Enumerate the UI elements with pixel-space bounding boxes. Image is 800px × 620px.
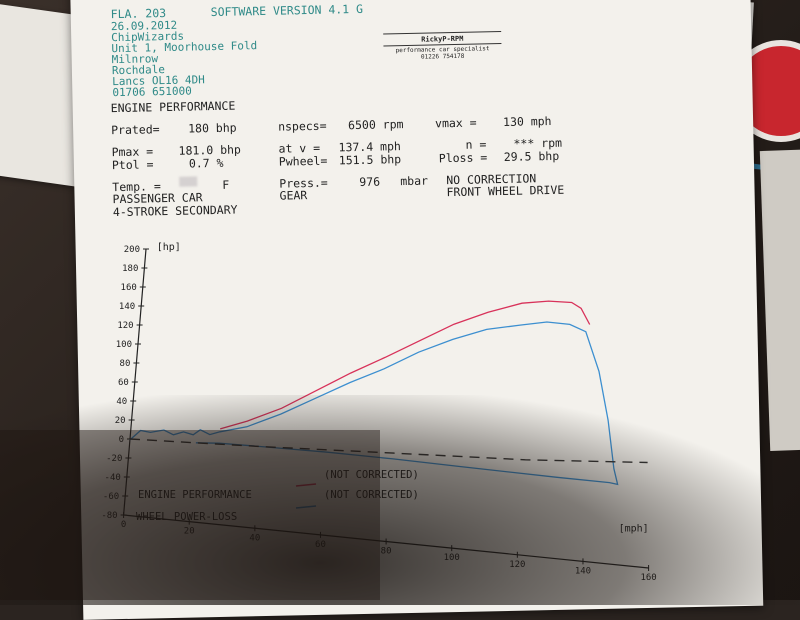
y-tick-label: 180 (122, 264, 138, 274)
x-tick-label: 40 (249, 533, 260, 543)
x-tick-label: 140 (575, 566, 591, 576)
y-tick-label: 40 (116, 397, 127, 407)
legend-wheel-swatch (295, 505, 317, 509)
legend-wheel-label: WHEEL POWER-LOSS (136, 511, 237, 523)
y-tick-label: 160 (121, 283, 137, 293)
y-tick-label: -60 (103, 492, 119, 502)
x-axis-label: [mph] (619, 523, 649, 534)
x-tick-label: 20 (184, 527, 195, 537)
y-tick-label: 60 (118, 378, 129, 388)
x-tick-label: 160 (640, 573, 656, 583)
x-tick-label: 60 (315, 540, 326, 550)
y-axis-label: [hp] (157, 242, 181, 253)
x-tick-label: 120 (509, 560, 525, 570)
legend-wheel-note: (NOT CORRECTED) (324, 489, 419, 501)
x-tick-label: 0 (121, 520, 126, 530)
legend-engine-label: ENGINE PERFORMANCE (138, 489, 252, 501)
y-tick-label: 0 (119, 435, 124, 445)
series-line-0 (220, 300, 591, 430)
legend-engine-swatch (295, 483, 317, 487)
y-tick-label: -20 (106, 454, 122, 464)
y-tick-label: 120 (117, 321, 133, 331)
chart-series (129, 300, 648, 486)
legend-engine-note: (NOT CORRECTED) (324, 469, 419, 481)
y-tick-label: 140 (119, 302, 135, 312)
y-tick-label: 100 (116, 340, 132, 350)
y-tick-label: -40 (105, 473, 121, 483)
y-tick-label: 20 (115, 416, 126, 426)
y-tick-label: 200 (124, 245, 140, 255)
dyno-chart: 200180160140120100806040200-20-40-60-80 … (101, 242, 656, 583)
x-tick-label: 100 (444, 553, 460, 563)
y-tick-label: -80 (101, 511, 117, 521)
x-tick-label: 80 (381, 547, 392, 557)
y-tick-label: 80 (120, 359, 131, 369)
